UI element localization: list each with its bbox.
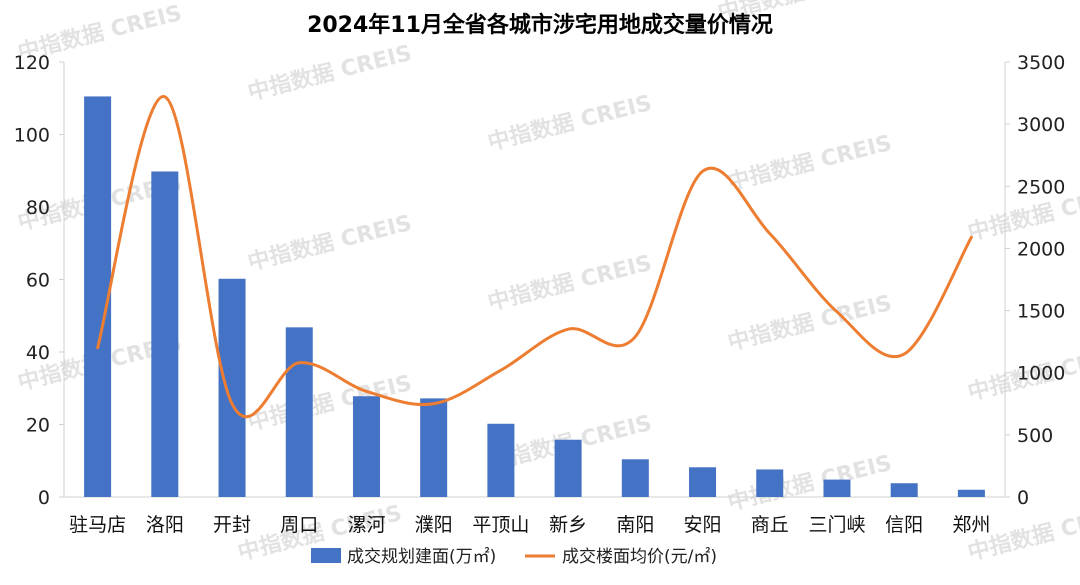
left-tick-label-2: 40: [26, 342, 50, 364]
right-tick-label-4: 2000: [1017, 238, 1065, 260]
bar-1: [151, 171, 179, 497]
category-labels: 驻马店 洛阳 开封 周口 漯河 濮阳 平顶山 新乡 南阳 安阳 商丘 三门峡 信阳 郑州: [69, 514, 990, 536]
legend-label-bar: 成交规划建面(万㎡): [347, 547, 496, 567]
watermark-text-2: 中指数据 CREIS: [485, 90, 654, 156]
chart-title: 2024年11月全省各城市涉宅用地成交量价情况: [307, 12, 773, 38]
left-tick-label-5: 100: [14, 125, 50, 147]
category-label-3: 周口: [280, 514, 318, 536]
right-tick-label-7: 3500: [1017, 52, 1065, 74]
bar-4: [352, 396, 380, 497]
watermark-text-6: 中指数据 CREIS: [245, 210, 414, 276]
right-tick-label-6: 3000: [1017, 114, 1065, 136]
category-label-1: 洛阳: [146, 514, 184, 536]
bar-5: [420, 398, 448, 497]
category-label-2: 开封: [213, 514, 251, 536]
bar-10: [756, 469, 784, 497]
bar-6: [487, 423, 515, 497]
left-tick-label-1: 20: [26, 415, 50, 437]
left-tick-label-0: 0: [38, 487, 50, 509]
category-label-6: 平顶山: [472, 514, 529, 536]
right-tick-label-1: 500: [1017, 425, 1053, 447]
legend-label-line: 成交楼面均价(元/㎡): [562, 547, 717, 567]
legend: 成交规划建面(万㎡) 成交楼面均价(元/㎡): [311, 547, 717, 567]
bar-8: [621, 459, 649, 497]
right-tick-label-2: 1000: [1017, 363, 1065, 385]
category-label-4: 漯河: [347, 514, 385, 536]
bar-7: [554, 439, 582, 497]
watermark-text-7: 中指数据 CREIS: [485, 250, 654, 316]
category-label-8: 南阳: [616, 514, 654, 536]
bar-2: [218, 278, 246, 497]
line-series: [96, 95, 973, 419]
category-label-5: 濮阳: [415, 514, 453, 536]
category-label-11: 三门峡: [808, 514, 865, 536]
left-tick-label-4: 80: [26, 197, 50, 219]
left-tick-label-6: 120: [14, 52, 50, 74]
category-label-10: 商丘: [751, 514, 789, 536]
bar-11: [823, 479, 851, 497]
bar-12: [890, 483, 918, 497]
bar-3: [285, 327, 313, 497]
right-tick-label-5: 2500: [1017, 176, 1065, 198]
bar-series: [84, 96, 985, 497]
right-tick-label-0: 0: [1017, 487, 1029, 509]
watermark-text-11: 中指数据 CREIS: [245, 370, 414, 436]
category-label-9: 安阳: [684, 514, 722, 536]
category-label-0: 驻马店: [69, 514, 126, 536]
left-tick-label-3: 60: [26, 270, 50, 292]
watermark-text-1: 中指数据 CREIS: [245, 40, 414, 106]
right-tick-label-3: 1500: [1017, 301, 1065, 323]
axes: 0 20 40 60 80 100 120 0 500 1000 1500 2000 2500 3000 3…: [14, 52, 1066, 509]
watermark-text-8: 中指数据 CREIS: [725, 290, 894, 356]
legend-swatch-bar: [311, 548, 341, 563]
bar-9: [689, 467, 717, 497]
watermark-text-13: 中指数据 CREIS: [725, 450, 894, 516]
bar-13: [957, 489, 985, 497]
bar-0: [84, 96, 112, 497]
watermark-text-3: 中指数据 CREIS: [725, 130, 894, 196]
category-label-7: 新乡: [549, 514, 587, 536]
category-label-13: 郑州: [952, 514, 990, 536]
line-path: [96, 95, 973, 419]
category-label-12: 信阳: [885, 514, 923, 536]
